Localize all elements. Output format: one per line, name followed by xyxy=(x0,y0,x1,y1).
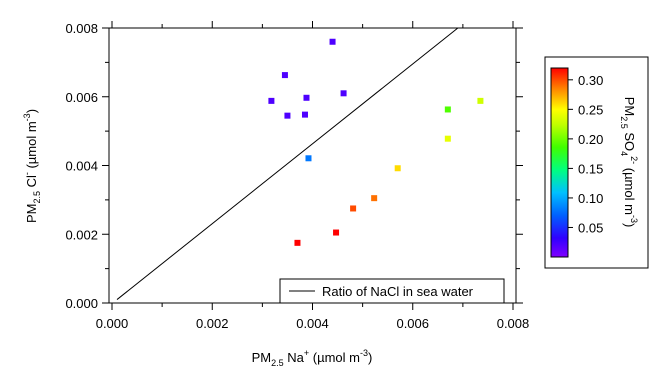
x-axis: 0.000 0.002 0.004 0.006 0.008 xyxy=(96,21,530,331)
legend-box xyxy=(279,278,505,304)
colorbar-ticks: 0.05 0.10 0.15 0.20 0.25 0.30 xyxy=(568,73,603,235)
x-tick-label: 0.008 xyxy=(497,316,530,331)
scatter-point xyxy=(284,112,291,119)
scatter-point xyxy=(444,106,451,113)
nacl-seawater-ratio-line xyxy=(116,27,459,300)
scatter-point xyxy=(333,229,340,236)
x-tick-label: 0.004 xyxy=(296,316,329,331)
scatter-point xyxy=(294,239,301,246)
scatter-point xyxy=(371,195,378,202)
colorbar-tick-label: 0.05 xyxy=(578,220,603,235)
plot-frame xyxy=(108,27,517,304)
x-axis-title: PM2.5 Na+ (µmol m-3) xyxy=(252,348,373,368)
scatter-point xyxy=(394,165,401,172)
legend: Ratio of NaCl in sea water xyxy=(279,278,505,304)
colorbar-tick-label: 0.25 xyxy=(578,102,603,117)
x-tick-label: 0.002 xyxy=(196,316,229,331)
scatter-point xyxy=(444,135,451,142)
colorbar-title: PM2.5 SO42- (µmol m-3) xyxy=(619,97,639,228)
y-axis: 0.000 0.002 0.004 0.006 0.008 xyxy=(65,21,523,311)
y-tick-label: 0.000 xyxy=(65,296,98,311)
y-tick-label: 0.006 xyxy=(65,90,98,105)
y-axis-title: PM2.5 Cl- (µmol m-3) xyxy=(22,109,42,223)
y-tick-label: 0.008 xyxy=(65,21,98,36)
scatter-point xyxy=(329,38,336,45)
x-tick-label: 0.006 xyxy=(396,316,429,331)
colorbar: 0.05 0.10 0.15 0.20 0.25 0.30 PM2.5 SO42- (µm… xyxy=(544,56,649,269)
scatter-point xyxy=(268,97,275,104)
colorbar-tick-label: 0.30 xyxy=(578,73,603,88)
colorbar-gradient xyxy=(550,67,569,258)
y-tick-label: 0.002 xyxy=(65,227,98,242)
scatter-point xyxy=(350,205,357,212)
scatter-point xyxy=(303,94,310,101)
scatter-point xyxy=(301,111,308,118)
scatter-point xyxy=(340,90,347,97)
x-tick-label: 0.000 xyxy=(96,316,129,331)
colorbar-tick-label: 0.20 xyxy=(578,132,603,147)
legend-label: Ratio of NaCl in sea water xyxy=(322,284,474,299)
scatter-point xyxy=(305,155,312,162)
scatter-points xyxy=(268,38,484,246)
scatter-point xyxy=(477,97,484,104)
scatter-point xyxy=(281,72,288,79)
colorbar-tick-label: 0.15 xyxy=(578,161,603,176)
y-tick-label: 0.004 xyxy=(65,159,98,174)
colorbar-tick-label: 0.10 xyxy=(578,191,603,206)
